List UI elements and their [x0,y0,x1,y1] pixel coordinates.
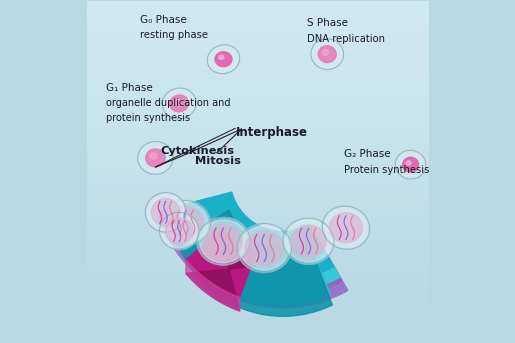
Ellipse shape [150,153,157,159]
Ellipse shape [174,99,181,105]
Ellipse shape [160,212,199,250]
Wedge shape [173,192,340,292]
Ellipse shape [318,46,336,62]
Ellipse shape [209,46,238,72]
Ellipse shape [396,150,426,179]
Ellipse shape [205,225,242,258]
Ellipse shape [313,40,342,68]
Ellipse shape [169,207,203,238]
Ellipse shape [145,192,186,232]
Ellipse shape [245,231,283,265]
Ellipse shape [219,55,224,59]
Ellipse shape [140,143,171,173]
Ellipse shape [406,161,411,165]
Ellipse shape [322,206,370,249]
Text: Cytokinesis: Cytokinesis [161,146,234,156]
Polygon shape [177,212,331,304]
Ellipse shape [237,224,291,273]
Ellipse shape [200,220,247,263]
Ellipse shape [397,152,424,178]
Ellipse shape [237,224,291,273]
Text: Mitosis: Mitosis [195,156,241,166]
Ellipse shape [207,45,239,74]
Ellipse shape [145,192,186,232]
Text: Protein synthesis: Protein synthesis [344,165,430,175]
Polygon shape [186,260,239,311]
Text: G₁ Phase: G₁ Phase [106,83,153,93]
Ellipse shape [147,194,184,230]
Ellipse shape [162,214,197,248]
Ellipse shape [164,90,195,117]
Ellipse shape [165,218,193,244]
Text: Interphase: Interphase [235,126,307,139]
Ellipse shape [311,39,344,69]
Ellipse shape [207,45,239,74]
Wedge shape [158,209,348,308]
Text: G₀ Phase: G₀ Phase [140,15,187,25]
Text: G₂ Phase: G₂ Phase [344,150,391,159]
Text: DNA replication: DNA replication [307,34,385,44]
Ellipse shape [322,206,370,249]
Ellipse shape [283,218,334,264]
Ellipse shape [160,212,199,250]
Ellipse shape [197,217,250,265]
Text: protein synthesis: protein synthesis [106,113,190,123]
Ellipse shape [329,213,363,243]
Polygon shape [186,243,256,311]
Ellipse shape [215,52,232,67]
Ellipse shape [138,142,173,174]
Polygon shape [186,229,256,297]
Ellipse shape [311,39,344,69]
Ellipse shape [197,217,250,265]
Ellipse shape [403,157,419,172]
Ellipse shape [164,203,208,243]
Text: resting phase: resting phase [140,30,208,40]
Ellipse shape [146,149,165,167]
Text: organelle duplication and: organelle duplication and [106,98,231,108]
Wedge shape [173,205,340,292]
Polygon shape [177,210,332,316]
Ellipse shape [151,199,180,226]
Ellipse shape [283,218,334,264]
Ellipse shape [322,49,329,55]
Text: S Phase: S Phase [307,19,348,28]
Ellipse shape [286,221,332,262]
Ellipse shape [396,150,426,179]
Wedge shape [158,198,348,308]
Ellipse shape [170,95,188,112]
Ellipse shape [162,200,211,245]
Ellipse shape [324,208,367,247]
Ellipse shape [138,142,173,174]
Ellipse shape [162,88,196,119]
Ellipse shape [162,200,211,245]
Ellipse shape [240,226,289,270]
Ellipse shape [290,225,327,258]
Ellipse shape [162,88,196,119]
